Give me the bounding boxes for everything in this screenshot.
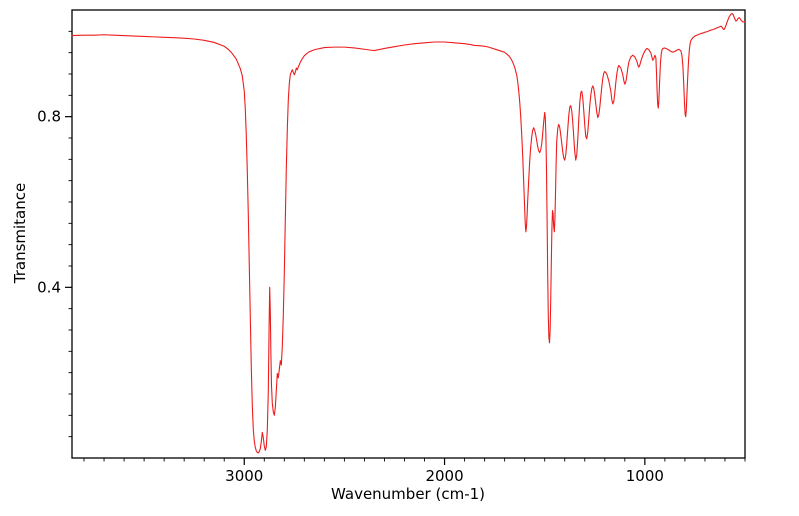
x-tick-label: 2000: [425, 467, 463, 485]
y-tick-label: 0.8: [37, 108, 61, 126]
y-axis-label: Transmitance: [11, 182, 29, 284]
x-axis-label: Wavenumber (cm-1): [331, 485, 485, 503]
plot-frame: [71, 9, 746, 459]
x-tick-label: 1000: [626, 467, 664, 485]
x-tick-label: 3000: [225, 467, 263, 485]
spectrum-line: [71, 12, 746, 454]
y-tick-label: 0.4: [37, 278, 61, 296]
